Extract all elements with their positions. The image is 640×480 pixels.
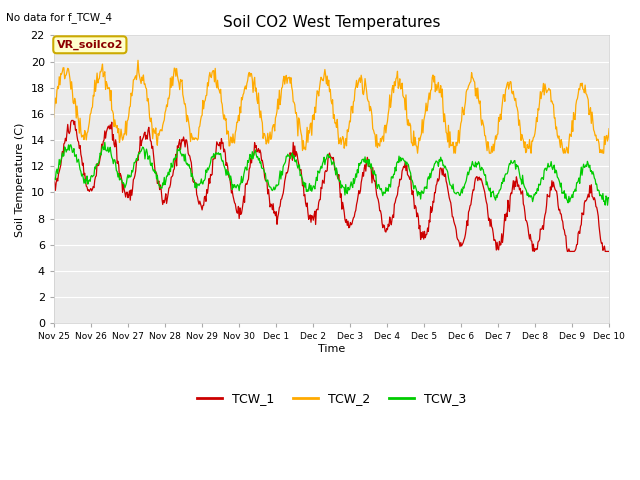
TCW_3 <box>174 147 182 153</box>
TCW_2 <box>174 77 182 83</box>
TCW_2 <box>400 95 408 100</box>
TCW_1 <box>174 145 182 151</box>
TCW_1 <box>50 178 58 183</box>
TCW_2 <box>605 126 613 132</box>
TCW_1 <box>531 249 538 254</box>
TCW_2 <box>134 58 142 63</box>
Line: TCW_3: TCW_3 <box>54 142 609 205</box>
TCW_1 <box>400 163 408 169</box>
TCW_1 <box>605 249 613 254</box>
TCW_3 <box>604 203 611 208</box>
TCW_2 <box>60 65 68 71</box>
Legend: TCW_1, TCW_2, TCW_3: TCW_1, TCW_2, TCW_3 <box>192 387 471 410</box>
Y-axis label: Soil Temperature (C): Soil Temperature (C) <box>15 122 25 237</box>
Text: No data for f_TCW_4: No data for f_TCW_4 <box>6 12 113 23</box>
Line: TCW_1: TCW_1 <box>54 120 609 252</box>
X-axis label: Time: Time <box>318 344 345 354</box>
TCW_2 <box>204 80 211 86</box>
TCW_2 <box>417 134 424 140</box>
TCW_1 <box>416 223 424 228</box>
Text: VR_soilco2: VR_soilco2 <box>56 40 123 50</box>
TCW_1 <box>60 141 68 147</box>
TCW_1 <box>204 190 211 196</box>
TCW_1 <box>68 118 76 123</box>
TCW_3 <box>416 190 424 195</box>
TCW_3 <box>50 175 58 180</box>
TCW_1 <box>118 177 125 183</box>
Title: Soil CO2 West Temperatures: Soil CO2 West Temperatures <box>223 15 440 30</box>
TCW_3 <box>204 165 211 171</box>
Line: TCW_2: TCW_2 <box>54 60 609 153</box>
TCW_3 <box>605 195 613 201</box>
TCW_3 <box>101 139 109 145</box>
TCW_2 <box>50 115 58 120</box>
TCW_3 <box>400 157 408 163</box>
TCW_3 <box>118 177 125 183</box>
TCW_2 <box>117 126 125 132</box>
TCW_3 <box>60 153 68 158</box>
TCW_2 <box>413 150 421 156</box>
